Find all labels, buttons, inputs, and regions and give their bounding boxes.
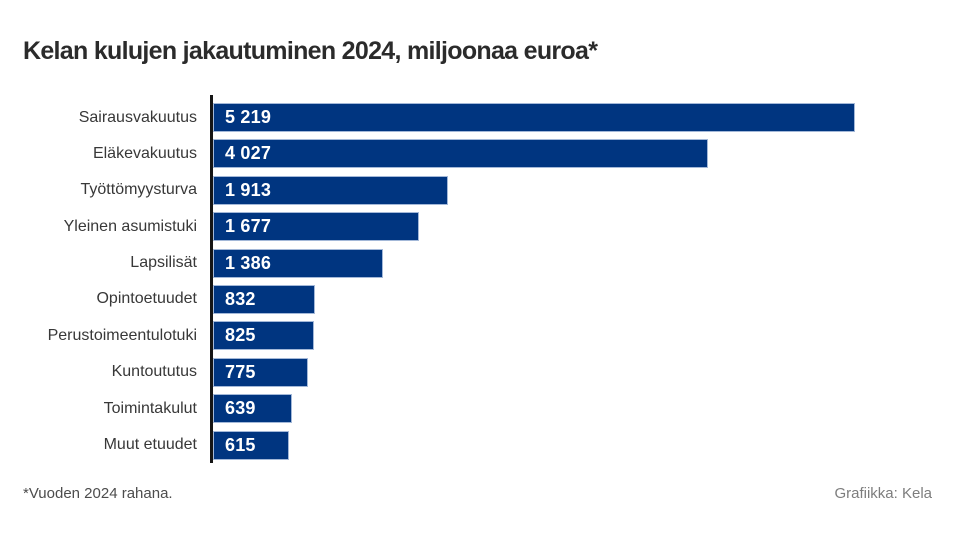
bar: 832 xyxy=(213,284,315,314)
category-label: Lapsilisät xyxy=(130,254,197,272)
bar: 5 219 xyxy=(213,103,855,132)
category-label: Työttömyysturva xyxy=(80,181,197,199)
chart-row: Lapsilisät 1 386 xyxy=(0,248,960,278)
bar-cell: 615 xyxy=(210,430,960,460)
category-label: Toimintakulut xyxy=(103,399,197,417)
bar-cell: 832 xyxy=(210,284,960,314)
chart-row: Opintoetuudet 832 xyxy=(0,284,960,314)
bar-value-label: 639 xyxy=(225,398,256,419)
bar-value-label: 825 xyxy=(225,325,256,346)
bar: 775 xyxy=(213,357,308,387)
chart-row: Yleinen asumistuki 1 677 xyxy=(0,212,960,242)
bar: 4 027 xyxy=(213,139,708,169)
category-label: Yleinen asumistuki xyxy=(63,217,197,235)
chart-row: Sairausvakuutus 5 219 xyxy=(0,103,960,132)
bar: 1 913 xyxy=(213,175,448,205)
category-label: Sairausvakuutus xyxy=(78,108,197,126)
category-label: Kuntoututus xyxy=(111,363,197,381)
bar-value-label: 832 xyxy=(225,288,256,309)
chart-row: Muut etuudet 615 xyxy=(0,430,960,460)
bar-value-label: 615 xyxy=(225,434,256,455)
bar-value-label: 5 219 xyxy=(225,107,272,127)
chart-row: Kuntoututus 775 xyxy=(0,357,960,387)
bar-value-label: 1 386 xyxy=(225,252,272,273)
credit-attribution: Grafiikka: Kela xyxy=(834,485,932,502)
bar: 825 xyxy=(213,321,314,351)
footnote: *Vuoden 2024 rahana. xyxy=(23,485,173,502)
bar: 639 xyxy=(213,394,292,424)
category-label: Muut etuudet xyxy=(103,436,197,454)
bar-value-label: 4 027 xyxy=(225,143,272,164)
bar-cell: 1 386 xyxy=(210,248,960,278)
chart-row: Työttömyysturva 1 913 xyxy=(0,175,960,205)
bar-cell: 1 913 xyxy=(210,175,960,205)
bar: 1 386 xyxy=(213,248,383,278)
bar-cell: 5 219 xyxy=(210,103,960,132)
bar-cell: 775 xyxy=(210,357,960,387)
category-label: Opintoetuudet xyxy=(96,290,197,308)
bar-cell: 639 xyxy=(210,394,960,424)
chart-row: Toimintakulut 639 xyxy=(0,394,960,424)
bar: 615 xyxy=(213,430,289,460)
bar-value-label: 1 913 xyxy=(225,179,272,200)
category-label: Perustoimeentulotuki xyxy=(47,326,197,344)
chart-row: Perustoimeentulotuki 825 xyxy=(0,321,960,351)
bar-value-label: 775 xyxy=(225,361,256,382)
bar-chart: Sairausvakuutus 5 219 Eläkevakuutus 4 027 Ty… xyxy=(0,103,960,467)
bar-cell: 1 677 xyxy=(210,212,960,242)
chart-title: Kelan kulujen jakautuminen 2024, miljoon… xyxy=(23,37,598,65)
bar: 1 677 xyxy=(213,212,419,242)
bar-cell: 825 xyxy=(210,321,960,351)
category-label: Eläkevakuutus xyxy=(92,144,197,162)
bar-cell: 4 027 xyxy=(210,139,960,169)
y-axis-line xyxy=(210,95,213,463)
chart-row: Eläkevakuutus 4 027 xyxy=(0,139,960,169)
bar-value-label: 1 677 xyxy=(225,216,272,237)
